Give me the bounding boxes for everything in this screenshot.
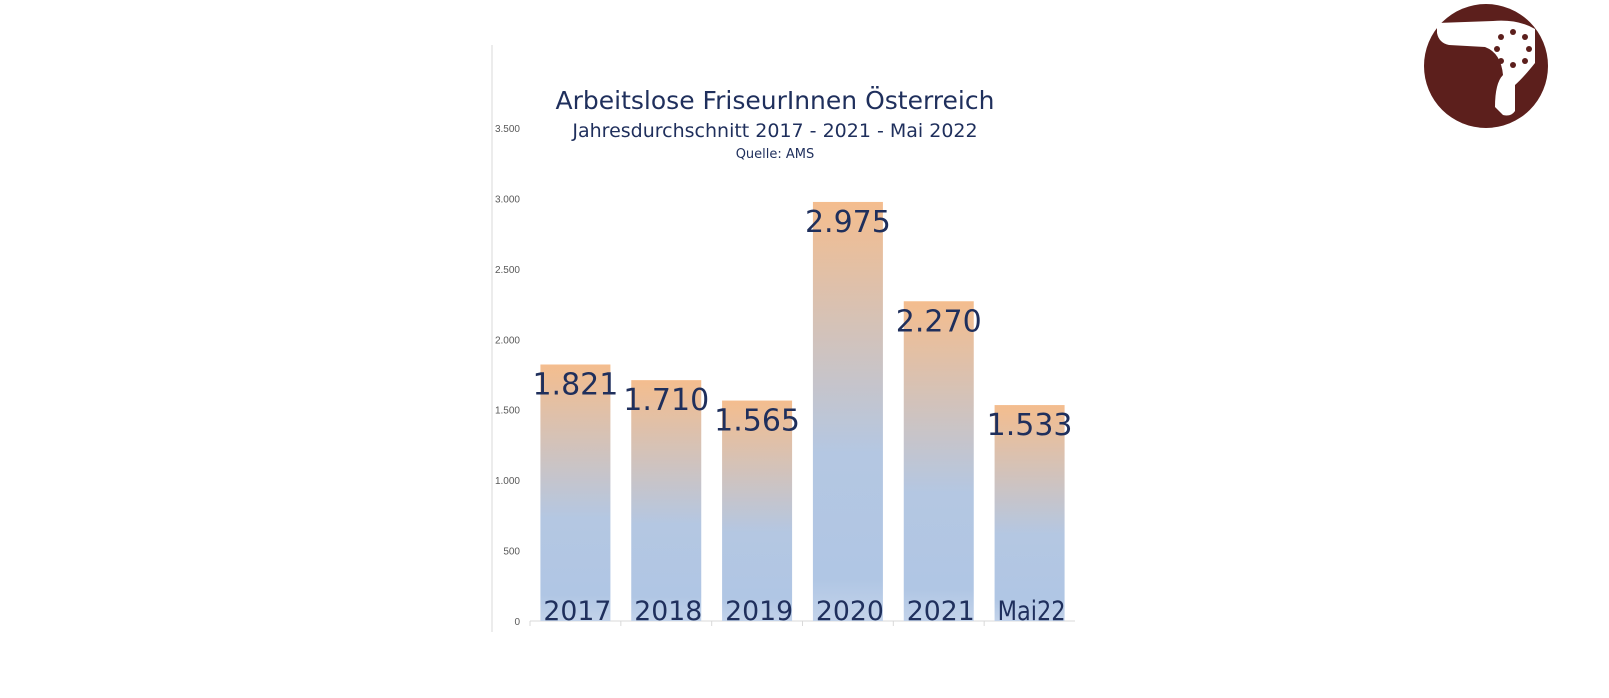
chart-title: Arbeitslose FriseurInnen Österreich	[555, 86, 995, 115]
data-label: 1.565	[714, 404, 800, 439]
y-tick-label: 0	[514, 617, 520, 628]
x-category-label: 2018	[634, 596, 702, 627]
x-category-label: 2020	[816, 596, 884, 627]
x-category-label: Mai22	[998, 596, 1066, 627]
x-category-label: 2021	[907, 596, 975, 627]
y-tick-label: 1.500	[495, 406, 520, 417]
y-tick-label: 2.000	[495, 335, 520, 346]
y-tick-label: 3.500	[495, 124, 520, 135]
data-label: 1.710	[623, 383, 709, 418]
bar	[631, 380, 702, 621]
data-label: 1.821	[532, 367, 618, 402]
hairdryer-logo-icon	[1424, 4, 1548, 128]
bar	[903, 301, 974, 621]
x-category-label: 2019	[725, 596, 793, 627]
y-tick-label: 2.500	[495, 265, 520, 276]
x-category-label: 2017	[543, 596, 611, 627]
data-label: 1.533	[987, 408, 1073, 443]
bar	[994, 405, 1065, 621]
bar	[722, 400, 793, 621]
bar	[540, 364, 611, 621]
data-label: 2.975	[805, 205, 891, 240]
bar	[812, 201, 883, 621]
y-tick-label: 3.000	[495, 194, 520, 205]
chart-source: Quelle: AMS	[735, 147, 815, 162]
chart-subtitle: Jahresdurchschnitt 2017 - 2021 - Mai 202…	[572, 120, 978, 142]
y-tick-label: 1.000	[495, 476, 520, 487]
y-tick-label: 500	[503, 547, 520, 558]
data-label: 2.270	[896, 304, 982, 339]
